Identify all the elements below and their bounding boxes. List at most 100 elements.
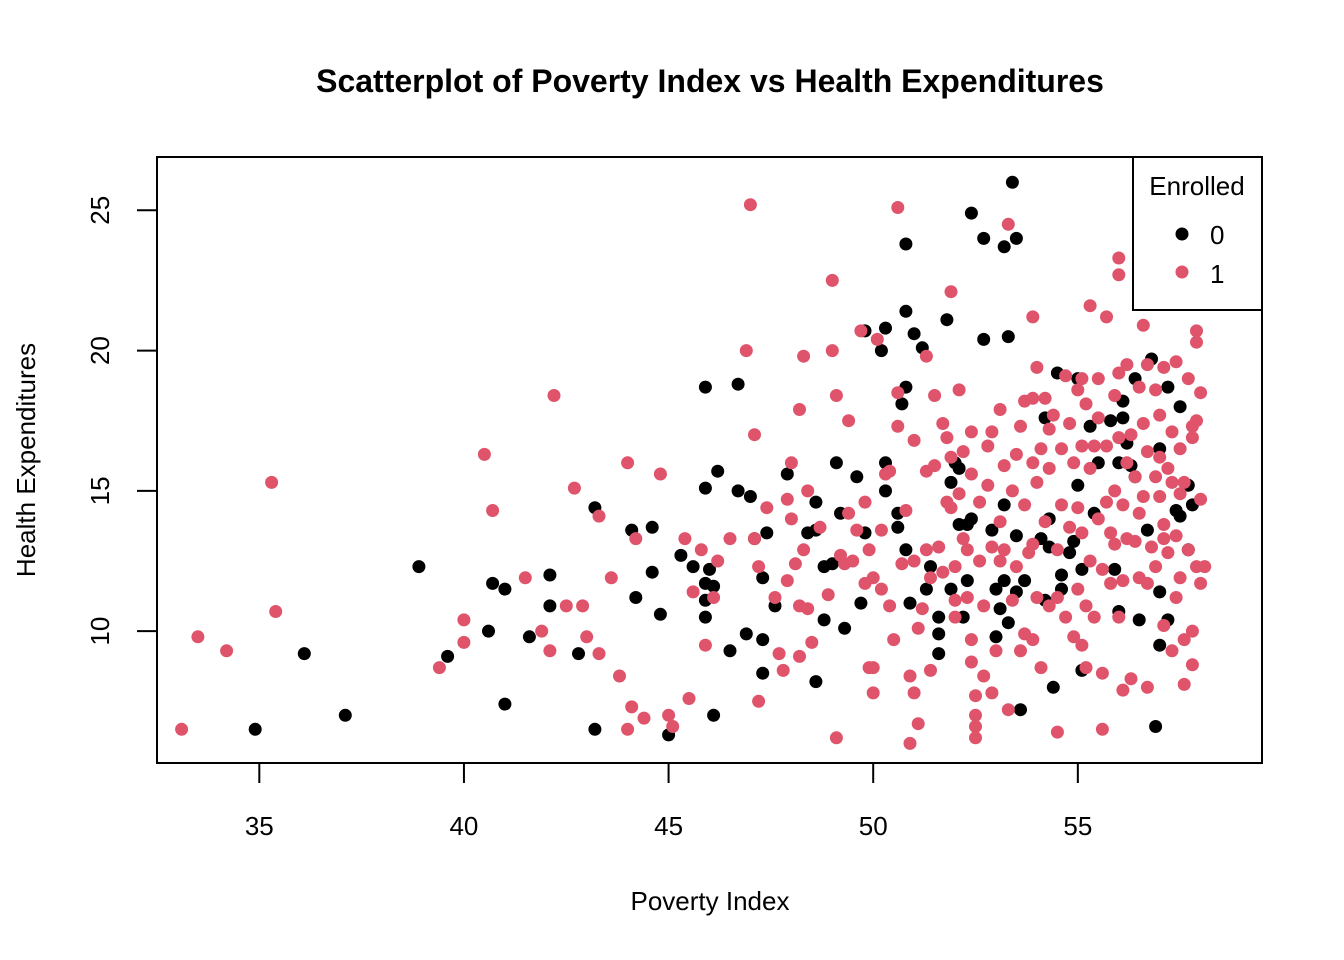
point-enrolled-1 — [1063, 520, 1077, 534]
point-enrolled-1 — [1120, 358, 1134, 372]
point-enrolled-0 — [645, 520, 659, 534]
point-enrolled-0 — [940, 313, 954, 327]
point-enrolled-1 — [1136, 490, 1150, 503]
point-enrolled-1 — [1067, 456, 1081, 470]
point-enrolled-1 — [960, 543, 974, 557]
point-enrolled-1 — [780, 492, 794, 506]
point-enrolled-1 — [653, 467, 667, 481]
point-enrolled-1 — [907, 554, 921, 568]
point-enrolled-1 — [1185, 431, 1199, 445]
point-enrolled-1 — [969, 720, 982, 733]
point-enrolled-1 — [866, 686, 880, 700]
point-enrolled-0 — [997, 574, 1011, 588]
point-enrolled-0 — [1140, 523, 1154, 537]
point-enrolled-0 — [1009, 231, 1023, 245]
point-enrolled-1 — [1071, 383, 1085, 397]
point-enrolled-1 — [911, 621, 925, 635]
point-enrolled-1 — [907, 433, 921, 447]
point-enrolled-1 — [1038, 391, 1052, 405]
point-enrolled-1 — [1034, 661, 1048, 675]
point-enrolled-1 — [1149, 560, 1163, 574]
point-enrolled-1 — [952, 383, 966, 397]
point-enrolled-0 — [1018, 574, 1032, 588]
point-enrolled-1 — [788, 557, 802, 571]
legend-box — [1132, 156, 1263, 311]
point-enrolled-1 — [883, 599, 897, 613]
point-enrolled-1 — [964, 467, 978, 481]
point-enrolled-1 — [915, 602, 929, 616]
point-enrolled-0 — [874, 344, 888, 358]
point-enrolled-0 — [1108, 562, 1122, 576]
point-enrolled-0 — [891, 520, 905, 534]
point-enrolled-0 — [498, 697, 512, 711]
point-enrolled-1 — [964, 633, 978, 647]
point-enrolled-1 — [924, 663, 937, 677]
plot-frame — [156, 156, 1263, 764]
point-enrolled-1 — [1194, 492, 1208, 506]
point-enrolled-1 — [1116, 574, 1130, 588]
point-enrolled-1 — [985, 540, 999, 554]
point-enrolled-1 — [977, 599, 991, 613]
point-enrolled-1 — [1165, 644, 1179, 658]
point-enrolled-1 — [772, 647, 786, 661]
y-tick-label: 25 — [85, 196, 115, 225]
point-enrolled-0 — [997, 498, 1011, 512]
point-enrolled-0 — [760, 526, 774, 540]
point-enrolled-1 — [793, 403, 806, 416]
point-enrolled-1 — [797, 543, 811, 557]
point-enrolled-1 — [486, 504, 500, 517]
point-enrolled-1 — [1050, 725, 1064, 739]
point-enrolled-0 — [989, 630, 1003, 644]
point-enrolled-0 — [907, 327, 921, 341]
point-enrolled-0 — [731, 484, 745, 498]
point-enrolled-1 — [1112, 366, 1126, 380]
point-enrolled-1 — [1075, 372, 1089, 386]
point-enrolled-0 — [756, 633, 770, 647]
point-enrolled-1 — [1018, 498, 1032, 512]
point-enrolled-0 — [1083, 419, 1097, 433]
point-enrolled-0 — [899, 237, 913, 251]
point-enrolled-1 — [1165, 425, 1179, 439]
point-enrolled-1 — [1173, 442, 1187, 456]
point-enrolled-1 — [592, 509, 606, 523]
point-enrolled-1 — [1046, 408, 1060, 422]
point-enrolled-1 — [899, 504, 913, 517]
point-enrolled-1 — [1100, 310, 1113, 324]
y-tick-label: 20 — [85, 336, 115, 365]
point-enrolled-1 — [1026, 310, 1040, 324]
point-enrolled-0 — [903, 596, 917, 610]
point-enrolled-1 — [1128, 534, 1142, 548]
point-enrolled-1 — [707, 591, 721, 604]
point-enrolled-1 — [1108, 389, 1122, 402]
point-enrolled-0 — [743, 490, 757, 503]
point-enrolled-1 — [1087, 439, 1101, 453]
point-enrolled-1 — [956, 445, 970, 459]
point-enrolled-1 — [1112, 268, 1126, 282]
point-enrolled-1 — [1063, 417, 1077, 430]
point-enrolled-1 — [1001, 703, 1015, 717]
point-enrolled-1 — [944, 285, 958, 299]
point-enrolled-1 — [870, 332, 884, 346]
point-enrolled-1 — [743, 198, 757, 212]
point-enrolled-1 — [993, 403, 1007, 416]
point-enrolled-1 — [1083, 554, 1097, 568]
point-enrolled-0 — [441, 649, 455, 663]
point-enrolled-1 — [175, 722, 189, 736]
point-enrolled-1 — [1014, 419, 1027, 433]
point-enrolled-0 — [703, 562, 716, 576]
point-enrolled-1 — [850, 523, 864, 537]
legend: Enrolled 0 1 — [1132, 156, 1263, 311]
point-enrolled-1 — [928, 389, 942, 402]
x-axis-label: Poverty Index — [631, 886, 790, 916]
point-enrolled-1 — [1059, 610, 1073, 624]
point-enrolled-0 — [997, 240, 1011, 254]
point-enrolled-1 — [1112, 431, 1126, 445]
point-enrolled-1 — [748, 532, 761, 546]
legend-marker-1 — [1175, 265, 1189, 279]
point-enrolled-0 — [731, 377, 745, 391]
point-enrolled-0 — [829, 456, 843, 470]
point-enrolled-1 — [457, 613, 471, 627]
point-enrolled-1 — [964, 655, 978, 669]
point-enrolled-1 — [1095, 562, 1109, 576]
point-enrolled-1 — [1116, 498, 1130, 512]
